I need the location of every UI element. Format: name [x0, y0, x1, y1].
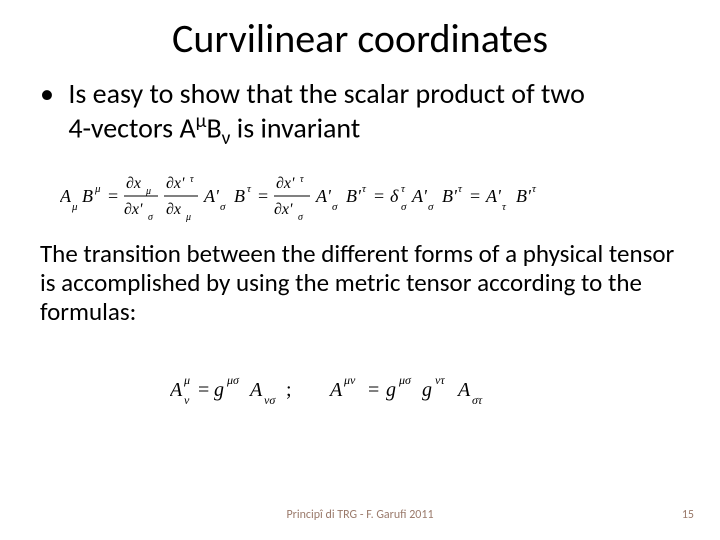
svg-text:ντ: ντ: [435, 373, 445, 387]
svg-text:B': B': [516, 186, 532, 206]
svg-text:σ: σ: [220, 201, 226, 213]
svg-text:=: =: [374, 186, 384, 206]
svg-text:A: A: [248, 379, 263, 401]
svg-text:μ: μ: [183, 373, 190, 387]
svg-text:μ: μ: [185, 212, 191, 222]
paragraph-metric-tensor: The transition between the different for…: [40, 240, 680, 326]
svg-text:∂x': ∂x': [166, 175, 185, 192]
svg-text:=: =: [258, 186, 268, 206]
svg-text:A: A: [456, 379, 471, 401]
svg-text:στ: στ: [472, 393, 483, 407]
bullet-text: Is easy to show that the scalar product …: [68, 78, 678, 150]
svg-text:g: g: [422, 379, 432, 401]
svg-text:B': B': [442, 186, 458, 206]
svg-text:μσ: μσ: [398, 373, 412, 387]
svg-text:τ: τ: [532, 183, 537, 195]
bullet-dot: •: [40, 78, 62, 110]
svg-text:=: =: [470, 186, 480, 206]
svg-text:A: A: [60, 186, 72, 206]
svg-text:=: =: [368, 379, 379, 401]
svg-text:τ: τ: [502, 201, 507, 213]
svg-text:τ: τ: [190, 174, 194, 185]
svg-text:B: B: [82, 186, 93, 206]
svg-text:∂x: ∂x: [166, 201, 181, 218]
svg-text:σ: σ: [401, 201, 407, 213]
svg-text:A: A: [170, 379, 183, 401]
svg-text:μ: μ: [94, 183, 101, 195]
svg-text:∂x: ∂x: [126, 175, 141, 192]
svg-text:σ: σ: [332, 201, 338, 213]
svg-text:δ: δ: [390, 186, 399, 206]
svg-text:∂x': ∂x': [124, 201, 143, 218]
svg-text:∂x': ∂x': [276, 175, 295, 192]
svg-text:σ: σ: [148, 212, 154, 222]
svg-text:ν: ν: [184, 393, 190, 407]
svg-text:B': B': [346, 186, 362, 206]
svg-text:A': A': [203, 186, 220, 206]
svg-text:τ: τ: [401, 183, 406, 195]
svg-text:g: g: [386, 379, 396, 401]
svg-text:τ: τ: [362, 183, 367, 195]
svg-text:μ: μ: [71, 201, 78, 213]
svg-text:τ: τ: [300, 174, 304, 185]
svg-text:μ: μ: [145, 186, 151, 197]
page-number: 15: [682, 508, 694, 522]
svg-text:A': A': [411, 186, 428, 206]
svg-text:νσ: νσ: [264, 393, 276, 407]
svg-text:μν: μν: [343, 373, 356, 387]
equation-metric-tensor: A μ ν = g μσ A νσ ; A μν = g μσ g ντ A: [170, 370, 550, 415]
svg-text:σ: σ: [298, 212, 304, 222]
svg-text:;: ;: [286, 379, 292, 401]
svg-text:A': A': [315, 186, 332, 206]
svg-text:A': A': [485, 186, 502, 206]
equation-scalar-invariance: A μ B μ = ∂x μ ∂x' σ ∂x' τ ∂x μ A' σ B τ…: [60, 168, 660, 227]
svg-text:τ: τ: [458, 183, 463, 195]
footer-text: Principî di TRG - F. Garufi 2011: [0, 508, 720, 522]
slide-title: Curvilinear coordinates: [0, 14, 720, 63]
svg-text:∂x': ∂x': [274, 201, 293, 218]
bullet-item: • Is easy to show that the scalar produc…: [40, 78, 680, 150]
svg-text:g: g: [214, 379, 224, 401]
svg-text:μσ: μσ: [226, 373, 240, 387]
svg-text:σ: σ: [428, 201, 434, 213]
svg-text:=: =: [108, 186, 118, 206]
svg-text:B: B: [234, 186, 245, 206]
svg-text:=: =: [198, 379, 209, 401]
svg-text:τ: τ: [247, 183, 252, 195]
svg-text:A: A: [328, 379, 343, 401]
